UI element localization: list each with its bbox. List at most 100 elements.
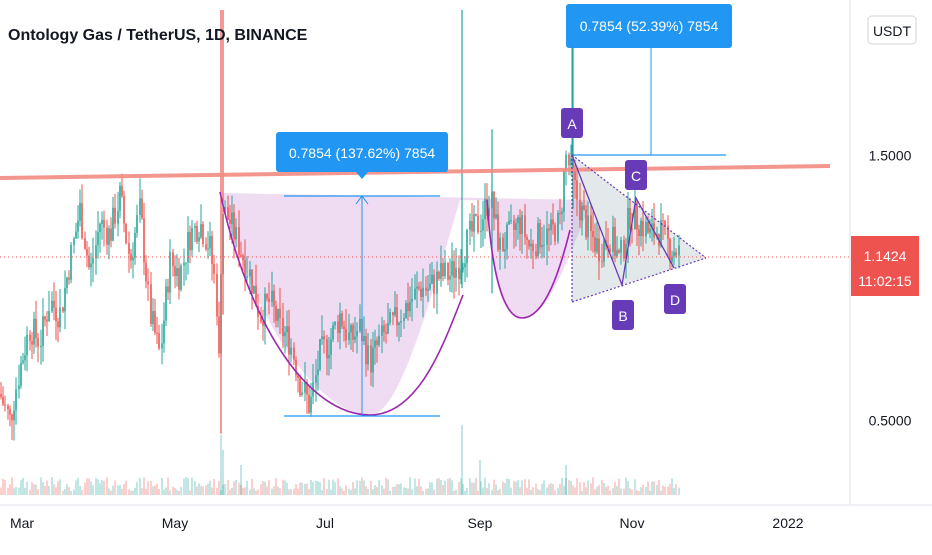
candle: [519, 209, 521, 251]
cup-measure-tool[interactable]: 0.7854 (137.62%) 7854: [276, 132, 448, 417]
candle: [26, 326, 28, 372]
volume-bar: [636, 490, 638, 495]
volume-bar: [119, 485, 121, 495]
candle: [598, 225, 600, 280]
candle: [75, 222, 77, 239]
candle: [438, 270, 440, 281]
volume-bars: [0, 425, 680, 495]
cup-shaded-area: [222, 193, 588, 415]
candle: [394, 291, 396, 318]
candle: [543, 224, 545, 258]
volume-bar: [414, 478, 416, 495]
candle: [528, 239, 530, 250]
volume-bar: [271, 488, 273, 495]
point-label-a[interactable]: A: [561, 108, 583, 138]
volume-bar: [634, 479, 636, 495]
candle: [631, 212, 633, 244]
volume-bar: [385, 477, 387, 495]
volume-bar: [376, 486, 378, 495]
volume-bar: [416, 486, 418, 495]
volume-bar: [462, 483, 464, 495]
candle: [348, 313, 350, 345]
svg-text:C: C: [631, 168, 641, 184]
volume-bar: [332, 479, 334, 495]
volume-bar: [563, 485, 565, 495]
candle: [585, 205, 587, 240]
volume-bar: [277, 486, 279, 495]
volume-bar: [275, 478, 277, 495]
volume-bar: [653, 481, 655, 495]
volume-bar: [506, 478, 508, 495]
candle: [150, 271, 152, 327]
volume-bar: [466, 488, 468, 495]
time-axis[interactable]: Mar May Jul Sep Nov 2022: [10, 515, 804, 531]
volume-bar: [150, 481, 152, 495]
candle: [301, 381, 303, 397]
volume-bar: [667, 486, 669, 495]
candle: [537, 216, 539, 259]
volume-bar: [526, 487, 528, 495]
volume-bar: [246, 480, 248, 495]
volume-bar: [244, 487, 246, 495]
candle: [462, 262, 464, 273]
candle: [101, 211, 103, 240]
volume-bar: [356, 480, 358, 495]
volume-bar: [59, 479, 61, 495]
volume-bar: [121, 488, 123, 495]
volume-bar: [455, 489, 457, 495]
candle: [548, 223, 550, 252]
volume-bar: [436, 478, 438, 495]
point-label-c[interactable]: C: [625, 160, 647, 190]
candle: [235, 218, 237, 248]
volume-bar: [427, 488, 429, 495]
cup-curve[interactable]: [219, 191, 464, 416]
currency-button[interactable]: USDT: [867, 15, 917, 45]
volume-bar: [640, 487, 642, 495]
volume-bar: [598, 485, 600, 495]
volume-bar: [66, 484, 68, 495]
volume-bar: [394, 486, 396, 495]
volume-bar: [279, 488, 281, 495]
volume-bar: [660, 490, 662, 495]
candle: [165, 279, 167, 326]
volume-bar: [163, 489, 165, 495]
candle: [132, 242, 134, 279]
time-tick-label: Nov: [620, 515, 645, 531]
point-label-b[interactable]: B: [612, 300, 634, 330]
candle: [675, 248, 677, 258]
candle: [315, 359, 317, 402]
volume-bar: [656, 484, 658, 495]
triangle-pattern[interactable]: [571, 154, 707, 303]
volume-bar: [77, 477, 79, 495]
volume-bar: [20, 480, 22, 495]
volume-bar: [429, 482, 431, 495]
candle: [414, 274, 416, 301]
candle: [326, 334, 328, 376]
candle: [141, 189, 143, 220]
candle: [163, 302, 165, 353]
candle: [79, 189, 81, 227]
volume-bar: [675, 484, 677, 495]
candle: [77, 205, 79, 239]
volume-bar: [191, 477, 193, 495]
volume-bar: [565, 478, 567, 495]
volume-bar: [326, 489, 328, 495]
candle: [587, 201, 589, 251]
candle: [48, 290, 50, 322]
volume-bar: [651, 481, 653, 495]
candle: [480, 214, 482, 249]
triangle-measure-tool[interactable]: 0.7854 (52.39%) 7854: [566, 4, 732, 156]
candle: [286, 310, 288, 347]
volume-bar: [290, 488, 292, 495]
candle: [11, 413, 13, 441]
handle-curve[interactable]: [486, 199, 571, 319]
volume-bar: [35, 484, 37, 495]
candle: [273, 284, 275, 323]
candle: [321, 315, 323, 345]
candle: [669, 237, 671, 270]
volume-bar: [361, 477, 363, 495]
point-label-d[interactable]: D: [664, 284, 686, 314]
candle: [418, 281, 420, 291]
candle: [559, 198, 561, 225]
